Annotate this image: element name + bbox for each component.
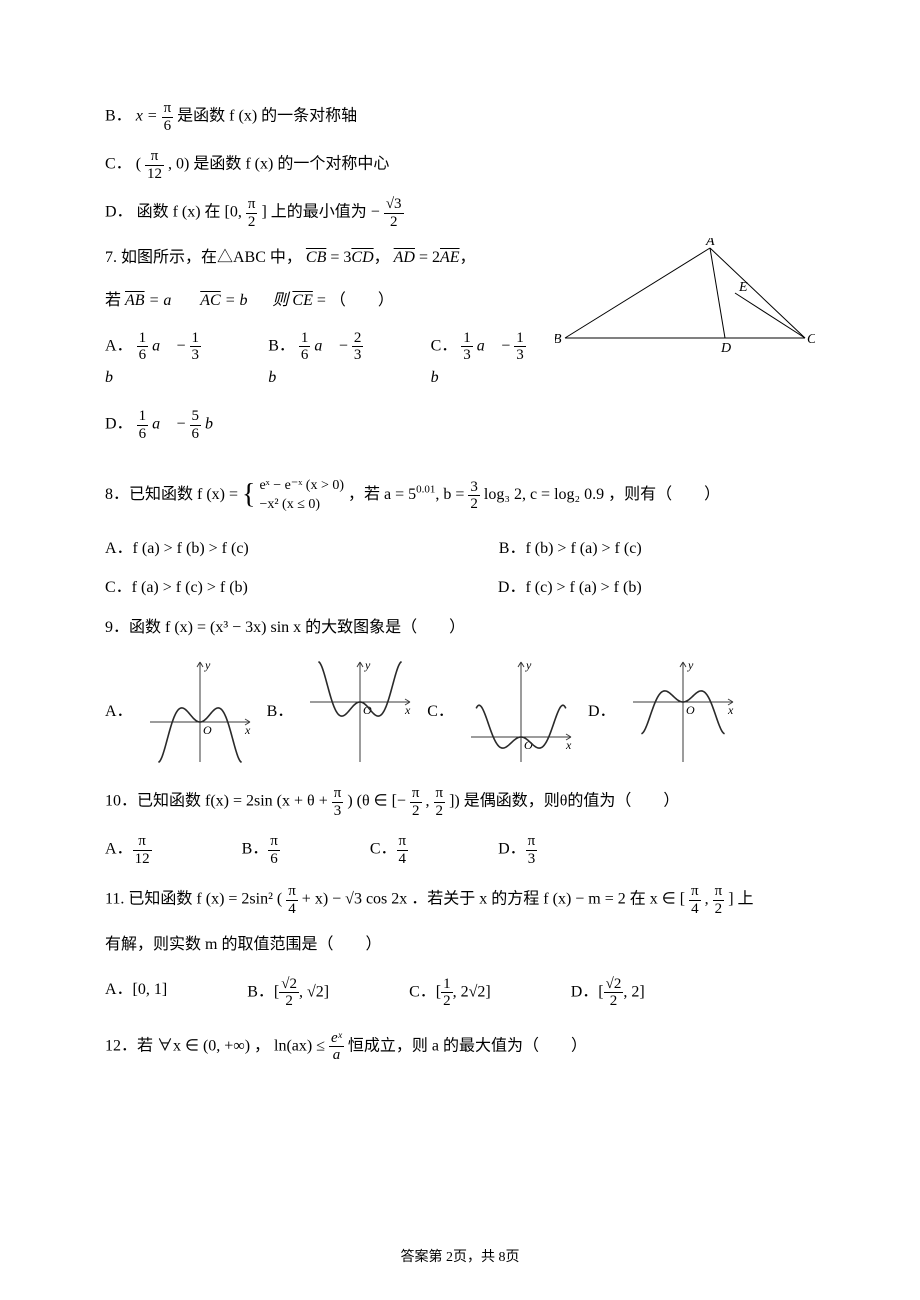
- q8-opt-c: C．f (a) > f (c) > f (b): [105, 574, 248, 603]
- q8-row2: C．f (a) > f (c) > f (b) D．f (c) > f (a) …: [105, 574, 815, 603]
- label: B．: [105, 108, 132, 125]
- page-footer: 答案第 2页，共 8页: [0, 1245, 920, 1270]
- svg-text:E: E: [738, 280, 748, 295]
- label: C．: [105, 156, 132, 173]
- frac2: √32: [384, 196, 404, 230]
- q9-options: A． y x O B． y x O C． y x O D． y x O: [105, 657, 815, 767]
- svg-text:B: B: [555, 332, 562, 347]
- q7-figure: A B C D E: [555, 238, 815, 369]
- lparen: (: [136, 156, 141, 173]
- text-prefix: x =: [136, 108, 162, 125]
- q10-opts: A．π12 B．π6 C．π4 D．π3: [105, 833, 815, 867]
- q10-opt-a: A．π12: [105, 833, 152, 867]
- q7-line1: 7. 如图所示，在△ABC 中， CB = 3CD， AD = 2AE，: [105, 244, 545, 273]
- q7-opts-row1: A． 16 a⃗ − 13 b⃗ B． 16 a⃗ − 23 b⃗ C． 13 …: [105, 330, 545, 393]
- q11-opt-b: B．[√22, √2]: [247, 976, 329, 1010]
- q11-opt-d: D．[√22, 2]: [571, 976, 645, 1010]
- q7: 7. 如图所示，在△ABC 中， CB = 3CD， AD = 2AE， 若 A…: [105, 244, 815, 456]
- q7-opt-a: A． 16 a⃗ − 13 b⃗: [105, 330, 220, 393]
- frac: π12: [145, 148, 164, 182]
- q7-line2: 若 AB = a⃗， AC = b⃗，则 CE = （ ）: [105, 287, 545, 316]
- q11-stem-line2: 有解，则实数 m 的取值范围是（ ）: [105, 931, 815, 960]
- svg-text:A: A: [705, 238, 715, 249]
- q9-graph-c: yxO: [466, 657, 576, 767]
- q9-graph-b: yxO: [305, 657, 415, 767]
- q8-opt-b: B．f (b) > f (a) > f (c): [499, 535, 642, 564]
- svg-text:C: C: [807, 332, 815, 347]
- q9-graph-a: y x O: [145, 657, 255, 767]
- q9-graph-d: y x O: [628, 657, 738, 767]
- svg-text:x: x: [727, 703, 734, 717]
- frac: π6: [162, 100, 174, 134]
- text-mid: , 0) 是函数 f (x) 的一个对称中心: [168, 156, 389, 173]
- svg-text:y: y: [204, 658, 211, 672]
- text-pre: 函数 f (x) 在 [0,: [137, 204, 246, 221]
- triangle-diagram: A B C D E: [555, 238, 815, 358]
- svg-text:O: O: [686, 703, 695, 717]
- q10-opt-b: B．π6: [242, 833, 280, 867]
- q6-option-d: D． 函数 f (x) 在 [0, π2 ] 上的最小值为 − √32: [105, 196, 815, 230]
- q12-stem: 12．若 ∀x ∈ (0, +∞) ， ln(ax) ≤ eˣa 恒成立，则 a…: [105, 1030, 815, 1064]
- text-mid: 是函数 f (x) 的一条对称轴: [177, 108, 357, 125]
- svg-text:x: x: [244, 723, 251, 737]
- q7-opt-d: D． 16 a⃗ − 56 b⃗: [105, 408, 545, 442]
- svg-text:y: y: [364, 658, 371, 672]
- svg-text:y: y: [687, 658, 694, 672]
- q7-opt-b: B． 16 a⃗ − 23 b⃗: [268, 330, 382, 393]
- svg-text:O: O: [203, 723, 212, 737]
- frac1: π2: [246, 196, 258, 230]
- q9-label-c: C．: [427, 698, 454, 727]
- q9-label-a: A．: [105, 698, 133, 727]
- q10-opt-d: D．π3: [498, 833, 537, 867]
- svg-text:D: D: [720, 341, 731, 356]
- q11-stem-line1: 11. 已知函数 f (x) = 2sin² ( π4 + x) − √3 co…: [105, 883, 815, 917]
- q10-opt-c: C．π4: [370, 833, 408, 867]
- q8-stem: 8．已知函数 f (x) = { eˣ − e⁻ˣ (x > 0) −x² (x…: [105, 470, 815, 520]
- q9-label-b: B．: [267, 698, 294, 727]
- q6-option-c: C． ( π12 , 0) 是函数 f (x) 的一个对称中心: [105, 148, 815, 182]
- q8-opt-a: A．f (a) > f (b) > f (c): [105, 535, 249, 564]
- q8-opt-d: D．f (c) > f (a) > f (b): [498, 574, 642, 603]
- svg-text:y: y: [525, 658, 532, 672]
- q6-option-b: B． x = π6 是函数 f (x) 的一条对称轴: [105, 100, 815, 134]
- q11-opts: A．[0, 1] B．[√22, √2] C．[12, 2√2] D．[√22,…: [105, 976, 815, 1010]
- q8-row1: A．f (a) > f (b) > f (c) B．f (b) > f (a) …: [105, 535, 815, 564]
- svg-text:x: x: [565, 738, 572, 752]
- text-mid: ] 上的最小值为 −: [261, 204, 379, 221]
- q7-opt-c: C． 13 a⃗ − 13 b⃗: [431, 330, 545, 393]
- q9-label-d: D．: [588, 698, 616, 727]
- q11-opt-c: C．[12, 2√2]: [409, 976, 491, 1010]
- q9-stem: 9．函数 f (x) = (x³ − 3x) sin x 的大致图象是（ ）: [105, 614, 815, 643]
- q10-stem: 10．已知函数 f(x) = 2sin (x + θ + π3 ) (θ ∈ […: [105, 785, 815, 819]
- q11-opt-a: A．[0, 1]: [105, 976, 167, 1010]
- svg-text:x: x: [404, 703, 411, 717]
- label: D．: [105, 204, 133, 221]
